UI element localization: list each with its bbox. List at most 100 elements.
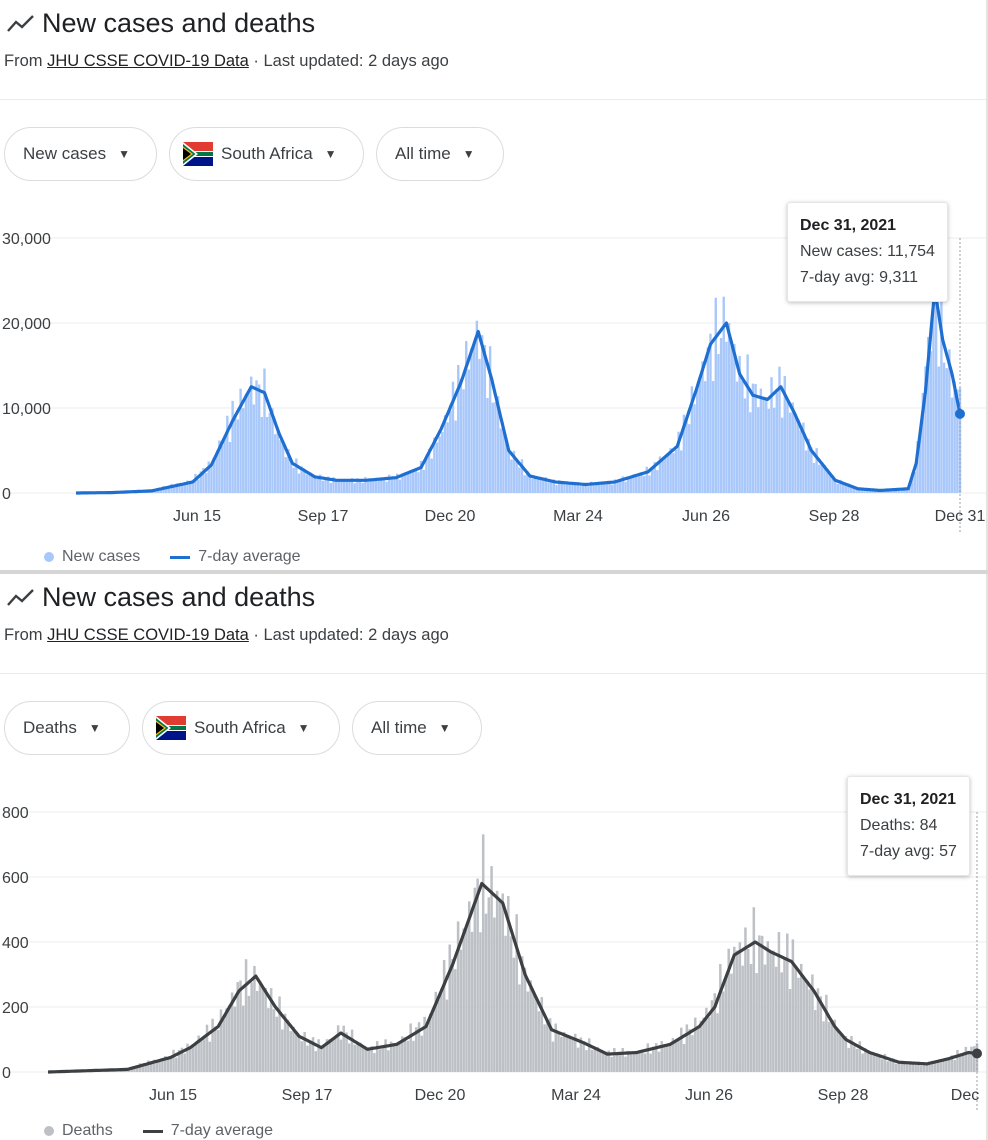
data-bar <box>819 996 823 1072</box>
data-bar <box>515 914 518 1072</box>
data-bar <box>746 354 749 493</box>
highlight-point[interactable] <box>955 408 965 419</box>
data-bar <box>478 359 481 493</box>
data-bar <box>422 469 425 493</box>
data-bar <box>479 932 482 1072</box>
y-tick-label: 20,000 <box>2 316 51 333</box>
data-bar <box>414 1027 418 1072</box>
data-bar <box>170 483 173 493</box>
data-bar <box>725 341 728 493</box>
data-bar <box>329 483 333 493</box>
data-bar <box>599 1050 602 1072</box>
data-bar <box>660 1041 664 1072</box>
data-bar <box>666 455 670 493</box>
deaths-chart[interactable]: 0 200 400 600 800 Jun 15 Sep 17 Dec 20 Mar 24 Jun… <box>0 764 986 1114</box>
data-bar <box>710 1000 714 1072</box>
data-bar <box>515 461 518 493</box>
data-bar <box>769 952 772 1072</box>
data-bar <box>799 430 802 493</box>
x-tick-label: Mar 24 <box>553 508 603 525</box>
data-bar <box>211 1018 214 1072</box>
data-bar <box>827 1022 831 1072</box>
data-bar <box>794 416 797 493</box>
data-bar <box>738 942 742 1072</box>
data-bar <box>934 290 938 493</box>
time-range-dropdown[interactable]: All time ▼ <box>352 701 482 755</box>
data-bar <box>937 366 940 493</box>
data-bar <box>552 479 556 493</box>
data-bar <box>917 1061 920 1072</box>
data-bar <box>571 483 574 493</box>
data-bar <box>470 348 473 493</box>
data-bar <box>900 1062 903 1072</box>
data-bar <box>925 1063 929 1072</box>
tooltip-date: Dec 31, 2021 <box>860 791 957 808</box>
data-bar <box>325 1039 329 1072</box>
data-bar <box>657 1051 661 1072</box>
data-bar <box>592 485 595 493</box>
data-bar <box>830 1019 834 1072</box>
country-dropdown[interactable]: South Africa ▼ <box>169 127 364 181</box>
data-bar <box>353 1044 357 1072</box>
data-bar <box>693 1017 697 1072</box>
data-bar <box>502 427 505 493</box>
data-bar <box>788 989 792 1072</box>
data-bar <box>970 1046 973 1072</box>
data-bar <box>428 1013 432 1072</box>
data-bar <box>300 466 303 493</box>
data-bar <box>959 1055 962 1072</box>
page-title: New cases and deaths <box>42 8 316 38</box>
data-bar <box>568 1037 571 1072</box>
data-bar <box>595 483 598 493</box>
data-bar <box>247 995 251 1072</box>
data-bar <box>797 977 800 1072</box>
time-range-dropdown[interactable]: All time ▼ <box>376 127 504 181</box>
data-bar <box>202 1035 206 1072</box>
data-bar <box>507 896 510 1072</box>
data-bar <box>685 1024 689 1072</box>
cases-chart[interactable]: 0 10,000 20,000 30,000 Jun 15 Sep 17 Dec 20 Mar… <box>0 190 986 540</box>
data-bar <box>762 397 765 493</box>
data-bar <box>186 1043 189 1072</box>
data-bar <box>883 1053 887 1072</box>
data-bar <box>297 473 301 493</box>
data-bar <box>204 473 208 493</box>
data-bar <box>180 483 184 493</box>
data-bar <box>287 448 290 493</box>
data-bar <box>587 1038 591 1072</box>
data-bar <box>682 414 686 493</box>
data-bar <box>743 398 747 493</box>
data-bar <box>449 410 452 493</box>
source-line: From JHU CSSE COVID-19 Data · Last updat… <box>4 626 449 645</box>
data-bar <box>392 1042 396 1072</box>
chart-legend: New cases 7-day average <box>44 548 301 566</box>
data-bar <box>186 480 189 493</box>
data-bar <box>855 488 858 493</box>
data-bar <box>537 1011 541 1072</box>
data-bar <box>799 963 803 1072</box>
data-bar <box>317 1039 320 1072</box>
data-bar <box>701 361 704 493</box>
country-dropdown[interactable]: South Africa ▼ <box>142 701 340 755</box>
data-bar <box>741 380 744 493</box>
data-bar <box>833 1019 836 1072</box>
metric-dropdown[interactable]: New cases ▼ <box>4 127 157 181</box>
data-bar <box>560 1036 563 1072</box>
data-bar <box>359 1042 362 1072</box>
data-bar <box>289 1031 292 1072</box>
data-bar <box>706 347 710 493</box>
data-bar <box>348 480 351 493</box>
source-link[interactable]: JHU CSSE COVID-19 Data <box>47 52 249 70</box>
source-link[interactable]: JHU CSSE COVID-19 Data <box>47 626 249 644</box>
data-bar <box>763 964 767 1072</box>
highlight-point[interactable] <box>972 1048 982 1059</box>
metric-dropdown[interactable]: Deaths ▼ <box>4 701 130 755</box>
data-bar <box>261 988 265 1072</box>
data-bar <box>634 476 638 493</box>
data-bar <box>581 483 585 493</box>
data-bar <box>596 1047 599 1072</box>
data-bar <box>717 354 720 493</box>
data-bar <box>433 437 436 493</box>
data-bar <box>802 422 805 493</box>
data-bar <box>295 458 298 493</box>
